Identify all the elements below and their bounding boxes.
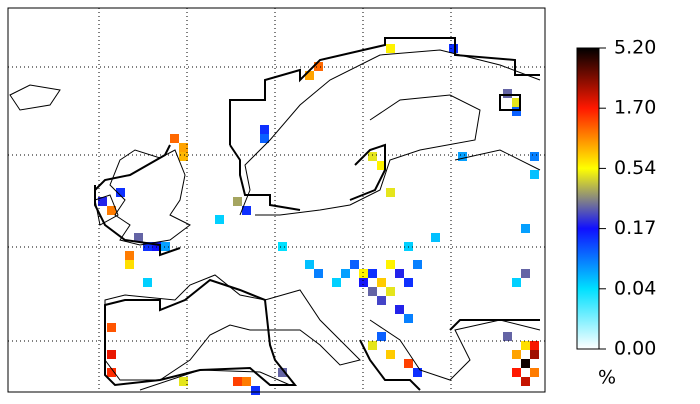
- colorbar-label: 5.20: [614, 37, 656, 59]
- grid-cell: [431, 233, 440, 242]
- grid-cell: [143, 242, 152, 251]
- grid-cell: [377, 332, 386, 341]
- grid-cell: [359, 269, 368, 278]
- cell-layer: [98, 44, 539, 395]
- grid-cell: [242, 377, 251, 386]
- grid-cell: [341, 269, 350, 278]
- grid-cell: [278, 368, 287, 377]
- grid-cell: [521, 377, 530, 386]
- grid-cell: [512, 350, 521, 359]
- grid-cell: [233, 377, 242, 386]
- grid-cell: [449, 44, 458, 53]
- grid-cell: [260, 125, 269, 134]
- grid-cell: [161, 242, 170, 251]
- grid-cell: [521, 269, 530, 278]
- grid-cell: [458, 152, 467, 161]
- grid-cell: [521, 341, 530, 350]
- grid-cell: [215, 215, 224, 224]
- grid-cell: [260, 134, 269, 143]
- grid-cell: [512, 368, 521, 377]
- grid-cell: [530, 152, 539, 161]
- grid-cell: [503, 89, 512, 98]
- colorbar-label: 0.54: [614, 157, 656, 179]
- colorbar-label: 0.04: [614, 277, 656, 299]
- grid-cell: [107, 206, 116, 215]
- grid-cell: [107, 350, 116, 359]
- grid-cell: [305, 71, 314, 80]
- grid-cell: [386, 44, 395, 53]
- grid-cell: [143, 278, 152, 287]
- grid-cell: [503, 332, 512, 341]
- grid-cell: [107, 323, 116, 332]
- grid: [8, 8, 545, 392]
- grid-cell: [305, 260, 314, 269]
- colorbar: [576, 47, 600, 350]
- grid-cell: [179, 152, 188, 161]
- grid-cell: [395, 305, 404, 314]
- gridcell-outlines: [94, 37, 540, 391]
- grid-cell: [377, 161, 386, 170]
- grid-cell: [386, 287, 395, 296]
- grid-cell: [530, 350, 539, 359]
- grid-cell: [251, 386, 260, 395]
- grid-cell: [242, 206, 251, 215]
- grid-cell: [170, 134, 179, 143]
- colorbar-label: 0.00: [614, 338, 656, 360]
- grid-cell: [233, 197, 242, 206]
- grid-cell: [332, 278, 341, 287]
- grid-cell: [413, 368, 422, 377]
- grid-cell: [350, 260, 359, 269]
- grid-cell: [314, 269, 323, 278]
- colorbar-label: 1.70: [614, 97, 656, 119]
- grid-cell: [521, 224, 530, 233]
- grid-cell: [278, 242, 287, 251]
- grid-cell: [386, 260, 395, 269]
- grid-cell: [404, 359, 413, 368]
- grid-cell: [404, 278, 413, 287]
- grid-cell: [179, 377, 188, 386]
- grid-cell: [368, 152, 377, 161]
- grid-cell: [386, 350, 395, 359]
- grid-cell: [521, 359, 530, 368]
- grid-cell: [116, 188, 125, 197]
- grid-cell: [386, 188, 395, 197]
- grid-cell: [125, 260, 134, 269]
- grid-cell: [404, 314, 413, 323]
- grid-cell: [368, 287, 377, 296]
- coastlines: [9, 49, 541, 391]
- grid-cell: [359, 278, 368, 287]
- colorbar-label: 0.17: [614, 217, 656, 239]
- grid-cell: [107, 368, 116, 377]
- map-frame: [7, 7, 546, 393]
- grid-cell: [179, 143, 188, 152]
- grid-cell: [530, 170, 539, 179]
- grid-cell: [512, 98, 521, 107]
- grid-cell: [512, 107, 521, 116]
- grid-cell: [395, 269, 404, 278]
- grid-cell: [377, 296, 386, 305]
- grid-cell: [314, 62, 323, 71]
- colorbar-unit: %: [598, 367, 616, 389]
- grid-cell: [368, 269, 377, 278]
- grid-cell: [530, 368, 539, 377]
- grid-cell: [125, 251, 134, 260]
- grid-cell: [377, 278, 386, 287]
- grid-cell: [413, 260, 422, 269]
- grid-cell: [98, 197, 107, 206]
- grid-cell: [530, 341, 539, 350]
- grid-cell: [134, 233, 143, 242]
- grid-cell: [512, 278, 521, 287]
- grid-cell: [368, 341, 377, 350]
